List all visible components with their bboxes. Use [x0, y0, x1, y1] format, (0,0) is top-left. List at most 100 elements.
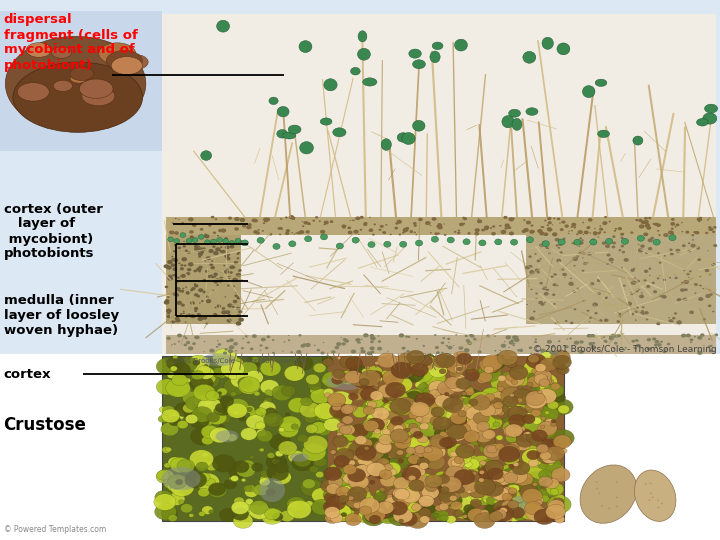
Circle shape [536, 439, 552, 451]
Circle shape [562, 268, 564, 271]
Circle shape [169, 231, 174, 234]
Circle shape [163, 406, 174, 415]
Circle shape [494, 500, 498, 503]
Circle shape [657, 343, 662, 346]
Ellipse shape [351, 68, 360, 75]
Circle shape [560, 448, 567, 454]
Circle shape [414, 408, 435, 423]
Circle shape [185, 249, 188, 252]
Circle shape [408, 411, 418, 419]
Circle shape [196, 267, 202, 272]
Text: dispersal
fragment (cells of
mycobiont and of
photobiont): dispersal fragment (cells of mycobiont a… [4, 14, 138, 71]
Circle shape [525, 265, 530, 269]
Circle shape [374, 470, 386, 479]
Circle shape [214, 408, 223, 415]
Circle shape [590, 334, 595, 338]
Circle shape [265, 430, 271, 435]
Circle shape [515, 438, 531, 450]
Circle shape [635, 339, 639, 342]
Circle shape [537, 442, 550, 452]
Circle shape [186, 313, 191, 316]
Circle shape [198, 246, 200, 247]
Circle shape [482, 491, 500, 504]
Circle shape [643, 220, 648, 224]
Circle shape [539, 476, 552, 487]
Circle shape [348, 231, 353, 234]
Circle shape [191, 463, 195, 466]
Circle shape [500, 344, 506, 348]
Circle shape [620, 316, 621, 318]
Circle shape [171, 258, 176, 261]
Circle shape [355, 217, 360, 220]
Circle shape [176, 319, 181, 322]
Circle shape [175, 402, 194, 417]
Circle shape [696, 246, 700, 249]
Circle shape [415, 479, 428, 488]
Circle shape [557, 393, 561, 396]
Circle shape [463, 447, 469, 451]
Circle shape [264, 397, 272, 403]
Circle shape [235, 294, 238, 297]
Circle shape [546, 379, 554, 384]
Circle shape [474, 232, 479, 235]
Circle shape [218, 279, 223, 282]
Ellipse shape [368, 241, 375, 247]
Circle shape [379, 228, 382, 231]
Circle shape [699, 276, 701, 278]
Circle shape [405, 391, 423, 404]
Circle shape [531, 444, 546, 456]
Circle shape [428, 381, 447, 395]
Circle shape [324, 492, 336, 502]
Circle shape [466, 339, 470, 342]
Circle shape [663, 350, 667, 353]
Circle shape [217, 305, 221, 308]
Circle shape [413, 367, 433, 382]
Ellipse shape [598, 130, 610, 138]
Circle shape [428, 363, 447, 377]
Circle shape [548, 483, 559, 491]
Circle shape [230, 271, 233, 274]
Circle shape [508, 491, 516, 497]
Circle shape [393, 427, 408, 438]
Circle shape [172, 274, 176, 276]
Circle shape [573, 226, 576, 228]
Ellipse shape [454, 39, 467, 51]
Circle shape [634, 347, 636, 348]
Circle shape [315, 404, 336, 420]
Circle shape [511, 380, 518, 384]
Ellipse shape [510, 239, 518, 245]
Circle shape [361, 439, 372, 448]
Circle shape [409, 404, 425, 416]
Circle shape [348, 496, 354, 500]
Ellipse shape [704, 104, 718, 113]
Bar [526, 235, 716, 324]
Circle shape [672, 317, 675, 320]
Circle shape [350, 232, 352, 233]
Ellipse shape [595, 481, 598, 483]
Circle shape [675, 224, 680, 226]
Circle shape [381, 357, 393, 366]
Circle shape [366, 352, 372, 355]
Circle shape [280, 416, 301, 432]
Circle shape [168, 409, 184, 421]
Circle shape [322, 379, 328, 383]
Circle shape [545, 446, 564, 461]
Circle shape [221, 360, 244, 378]
Circle shape [639, 294, 644, 298]
Circle shape [446, 357, 468, 374]
Circle shape [683, 270, 685, 272]
Circle shape [211, 216, 215, 219]
Circle shape [699, 285, 702, 287]
Circle shape [382, 389, 397, 401]
Circle shape [689, 271, 692, 273]
Circle shape [480, 359, 494, 370]
Circle shape [489, 395, 501, 404]
Circle shape [361, 388, 378, 401]
Text: cortex (outer
   layer of
 mycobiont)
photobionts: cortex (outer layer of mycobiont) photob… [4, 202, 102, 260]
Circle shape [408, 436, 431, 453]
Circle shape [324, 467, 342, 481]
Circle shape [579, 350, 584, 354]
Circle shape [626, 311, 629, 312]
Circle shape [427, 445, 446, 459]
Circle shape [508, 373, 518, 381]
